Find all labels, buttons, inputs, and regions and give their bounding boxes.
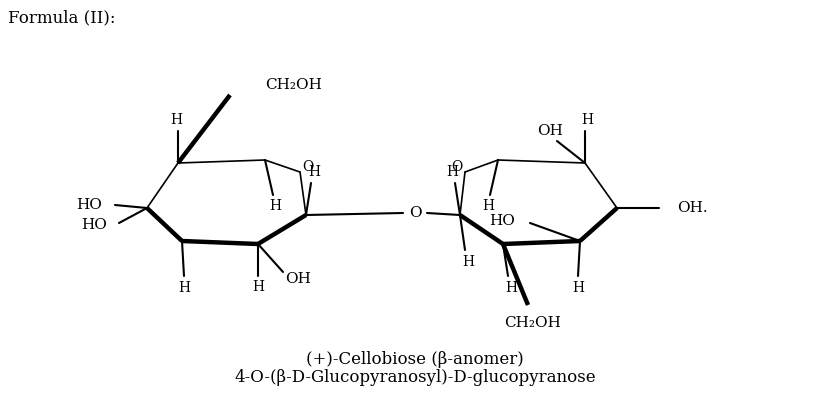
Text: OH: OH — [537, 124, 563, 138]
Text: OH: OH — [285, 272, 311, 286]
Text: H: H — [572, 281, 584, 295]
Text: CH₂OH: CH₂OH — [505, 316, 561, 330]
Text: H: H — [269, 199, 281, 213]
Text: H: H — [308, 165, 320, 179]
Text: 4-O-(β-D-Glucopyranosyl)-D-glucopyranose: 4-O-(β-D-Glucopyranosyl)-D-glucopyranose — [234, 369, 596, 386]
Text: O: O — [452, 160, 462, 174]
Text: Formula (II):: Formula (II): — [8, 10, 115, 27]
Text: HO: HO — [81, 218, 107, 232]
Text: CH₂OH: CH₂OH — [265, 78, 322, 92]
Text: OH.: OH. — [677, 201, 708, 215]
Text: H: H — [462, 255, 474, 269]
Text: O: O — [408, 206, 422, 220]
Text: O: O — [302, 160, 314, 174]
Text: H: H — [178, 281, 190, 295]
Text: H: H — [581, 113, 593, 127]
Text: HO: HO — [76, 198, 102, 212]
Text: H: H — [482, 199, 494, 213]
Text: H: H — [170, 113, 182, 127]
Text: H: H — [446, 165, 458, 179]
Text: (+)-Cellobiose (β-anomer): (+)-Cellobiose (β-anomer) — [306, 351, 524, 369]
Text: H: H — [252, 280, 264, 294]
Text: HO: HO — [489, 214, 515, 228]
Text: H: H — [505, 281, 517, 295]
